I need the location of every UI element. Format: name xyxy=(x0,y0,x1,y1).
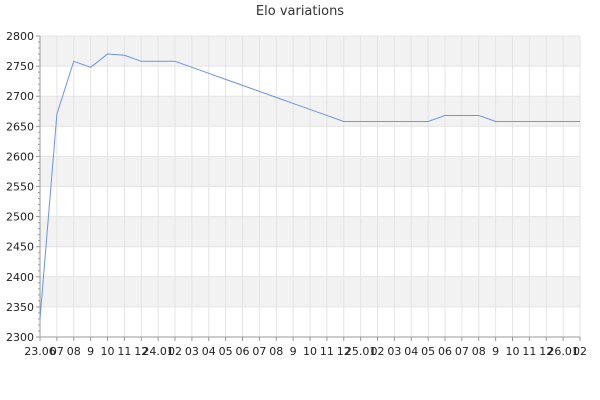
x-tick-label: 10 xyxy=(303,345,317,358)
series-lines xyxy=(39,53,580,319)
x-tick-label: 10 xyxy=(101,345,115,358)
y-tick-label: 2750 xyxy=(6,60,34,73)
x-tick-label: 08 xyxy=(67,345,81,358)
x-tick-label: 07 xyxy=(50,345,64,358)
x-tick-label: 02 xyxy=(371,345,385,358)
y-tick-label: 2450 xyxy=(6,241,34,254)
x-tick-label: 03 xyxy=(185,345,199,358)
x-tick-label: 08 xyxy=(472,345,486,358)
x-tick-label: 9 xyxy=(492,345,499,358)
x-tick-label: 06 xyxy=(438,345,452,358)
x-tick-label: 04 xyxy=(404,345,418,358)
y-tick-label: 2700 xyxy=(6,90,34,103)
x-tick-label: 02 xyxy=(573,345,587,358)
x-tick-label: 25.01 xyxy=(345,345,377,358)
x-tick-label: 9 xyxy=(290,345,297,358)
x-tick-label: 03 xyxy=(387,345,401,358)
x-tick-label: 10 xyxy=(506,345,520,358)
x-tick-label: 04 xyxy=(202,345,216,358)
x-tick-label: 24.01 xyxy=(142,345,174,358)
axes xyxy=(36,35,581,341)
y-tick-label: 2350 xyxy=(6,301,34,314)
y-tick-label: 2300 xyxy=(6,331,34,344)
x-tick-label: 02 xyxy=(168,345,182,358)
y-tick-labels: 2300 2350 2400 2450 2500 2550 2600 2650 2700 2750… xyxy=(6,30,34,344)
x-tick-label: 23.06 xyxy=(24,345,56,358)
y-tick-label: 2400 xyxy=(6,271,34,284)
x-tick-label: 05 xyxy=(219,345,233,358)
elo-series-line xyxy=(39,53,580,319)
x-tick-label: 9 xyxy=(87,345,94,358)
x-tick-label: 06 xyxy=(236,345,250,358)
x-tick-label: 11 xyxy=(522,345,536,358)
x-tick-label: 12 xyxy=(539,345,553,358)
x-tick-label: 07 xyxy=(455,345,469,358)
y-tick-label: 2800 xyxy=(6,30,34,43)
y-tick-label: 2500 xyxy=(6,211,34,224)
y-tick-label: 2650 xyxy=(6,120,34,133)
x-tick-label: 11 xyxy=(117,345,131,358)
x-tick-label: 11 xyxy=(320,345,334,358)
x-tick-label: 12 xyxy=(337,345,351,358)
x-tick-label: 12 xyxy=(134,345,148,358)
x-tick-label: 07 xyxy=(252,345,266,358)
x-tick-label: 26.01 xyxy=(547,345,579,358)
y-tick-label: 2600 xyxy=(6,150,34,163)
chart-title: Elo variations xyxy=(255,4,345,19)
y-tick-label: 2550 xyxy=(6,181,34,194)
x-tick-label: 08 xyxy=(269,345,283,358)
x-tick-label: 05 xyxy=(421,345,435,358)
